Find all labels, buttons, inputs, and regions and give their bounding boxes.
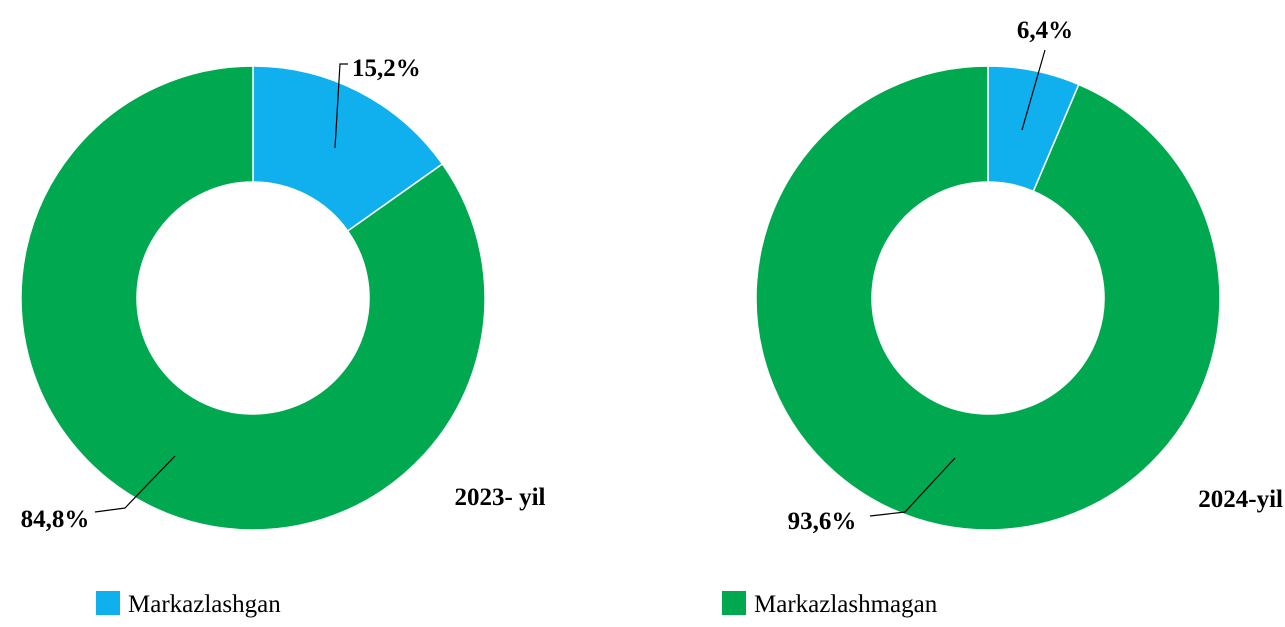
chart-title: 2024-yil — [1198, 486, 1283, 513]
chart-title: 2023- yil — [455, 484, 546, 511]
data-label: 15,2% — [352, 55, 421, 82]
leader-line — [1021, 49, 1046, 131]
leader-line — [334, 63, 348, 149]
donut-slice — [252, 65, 444, 233]
data-label: 93,6% — [788, 508, 857, 535]
leader-line — [869, 457, 956, 517]
data-label: 84,8% — [21, 506, 90, 533]
legend-swatch — [722, 591, 746, 615]
donut-slice — [20, 65, 486, 531]
leader-line — [94, 455, 176, 513]
data-label: 6,4% — [1017, 17, 1073, 44]
legend-label: Markazlashmagan — [754, 591, 938, 618]
legend-label: Markazlashgan — [128, 591, 281, 618]
donut-slice — [755, 65, 1221, 531]
legend-swatch — [96, 591, 120, 615]
